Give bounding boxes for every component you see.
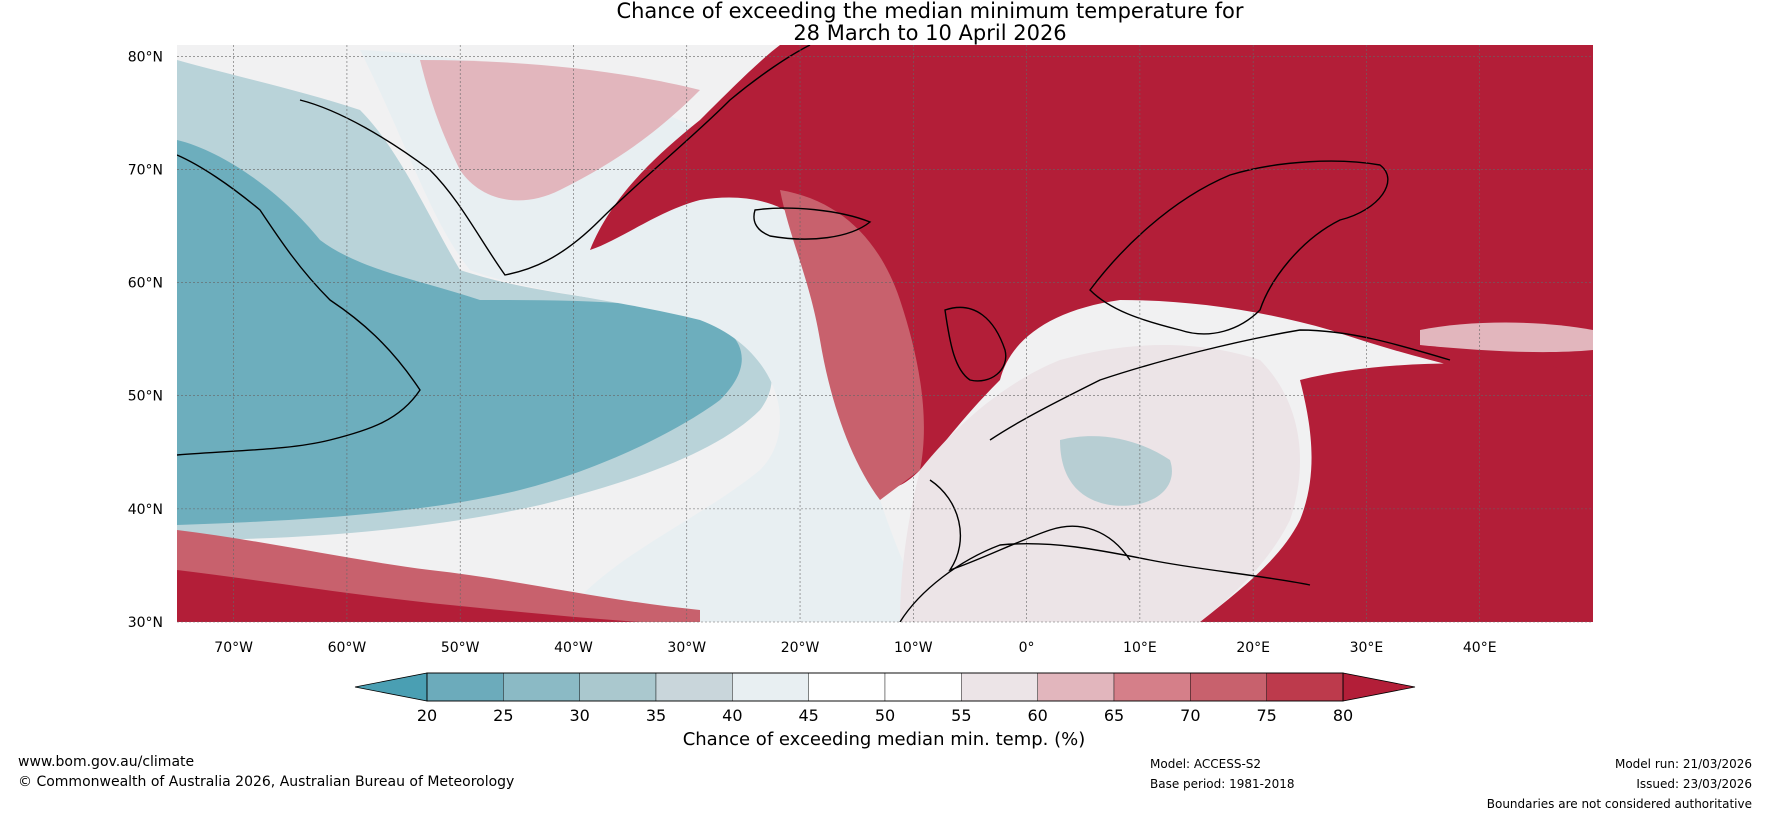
colorbar-bin (1037, 672, 1115, 702)
lon-label: 10°W (894, 640, 933, 656)
lon-label: 60°W (328, 640, 367, 656)
map-subtitle: 28 March to 10 April 2026 (793, 21, 1067, 45)
colorbar-bin (1266, 672, 1344, 702)
colorbar-tick-label: 25 (493, 706, 513, 725)
europe-coastline (929, 329, 1451, 572)
region-subtropical-deep-warm (177, 570, 640, 622)
colorbar-frame (426, 672, 1344, 702)
colorbar-tick-label: 75 (1256, 706, 1276, 725)
lat-label: 60°N (128, 276, 163, 292)
greenland-coastline (299, 45, 811, 276)
footer-base-period: Base period: 1981-2018 (1150, 777, 1295, 791)
colorbar-bin (503, 672, 580, 702)
colorbar-bin (1190, 672, 1267, 702)
map-title: Chance of exceeding the median minimum t… (616, 0, 1244, 23)
region-russia-warm-band (1420, 322, 1593, 353)
british-isles-coastline (944, 306, 1007, 382)
colorbar-tick-label: 65 (1104, 706, 1124, 725)
colorbar-label: Chance of exceeding median min. temp. (%… (683, 729, 1086, 750)
lat-label: 80°N (128, 49, 163, 65)
region-labrador-sea-transition (177, 60, 772, 540)
lon-label: 30°E (1350, 640, 1384, 656)
colorbar-tick-label: 60 (1027, 706, 1047, 725)
colorbar-bin (732, 672, 809, 702)
colorbar-tick-label: 35 (646, 706, 666, 725)
lon-label: 50°W (441, 640, 480, 656)
lon-label: 20°E (1236, 640, 1270, 656)
lon-label: 70°W (214, 640, 253, 656)
colorbar-tick-label: 45 (798, 706, 818, 725)
lon-label: 30°W (667, 640, 706, 656)
colorbar-tick-label: 80 (1333, 706, 1353, 725)
iceland-coastline (753, 207, 872, 240)
lon-label: 40°E (1463, 640, 1497, 656)
colorbar-tick-label: 30 (569, 706, 589, 725)
lon-label: 0° (1019, 640, 1035, 656)
colorbar-under-arrow (354, 672, 428, 702)
colorbar-bin (1113, 672, 1191, 702)
colorbar-tick-label: 55 (951, 706, 971, 725)
graticule (177, 45, 1593, 623)
lat-label: 40°N (128, 502, 163, 518)
north-africa-coastline (899, 543, 1311, 622)
colorbar-tick-label: 50 (875, 706, 895, 725)
region-northeast-atlantic-above-median (590, 45, 1593, 488)
lat-label: 70°N (128, 162, 163, 178)
axis-labels: 80°N 70°N 60°N 50°N 40°N 30°N 70°W 60°W 50°W 40°W… (128, 49, 1497, 656)
region-eastern-europe-above-median (1200, 363, 1593, 622)
lon-label: 10°E (1123, 640, 1157, 656)
footer-copyright: © Commonwealth of Australia 2026, Austra… (18, 774, 515, 790)
lon-label: 20°W (781, 640, 820, 656)
north-america-coastline (177, 154, 421, 456)
colorbar-bin (579, 672, 657, 702)
lat-label: 50°N (128, 389, 163, 405)
footer-website[interactable]: www.bom.gov.au/climate (18, 754, 195, 770)
region-uk-approach-moderate (780, 190, 924, 500)
lat-label: 30°N (128, 615, 163, 631)
footer-issued: Issued: 23/03/2026 (1636, 777, 1752, 791)
footer-model-run: Model run: 21/03/2026 (1614, 757, 1752, 771)
colorbar-bin (426, 672, 504, 702)
colorbar-bin (808, 672, 886, 702)
colorbar-bin (884, 672, 962, 702)
footer-boundaries: Boundaries are not considered authoritat… (1486, 797, 1752, 811)
colorbar-over-arrow (1342, 672, 1416, 702)
lon-label: 40°W (554, 640, 593, 656)
colorbar-tick-label: 40 (722, 706, 742, 725)
colorbar-tick-label: 70 (1180, 706, 1200, 725)
footer-model: Model: ACCESS-S2 (1150, 757, 1262, 771)
region-alps-balkans-cool (1060, 436, 1172, 506)
colorbar-bin (961, 672, 1038, 702)
colorbar-tick-label: 20 (417, 706, 437, 725)
colorbar: 20 25 30 35 40 45 50 55 60 65 70 75 80 (354, 672, 1416, 725)
scandinavia-coastline (1089, 160, 1389, 335)
colorbar-bin (655, 672, 733, 702)
map-frame (177, 45, 1593, 622)
region-greenland-ice-warm (420, 60, 700, 201)
